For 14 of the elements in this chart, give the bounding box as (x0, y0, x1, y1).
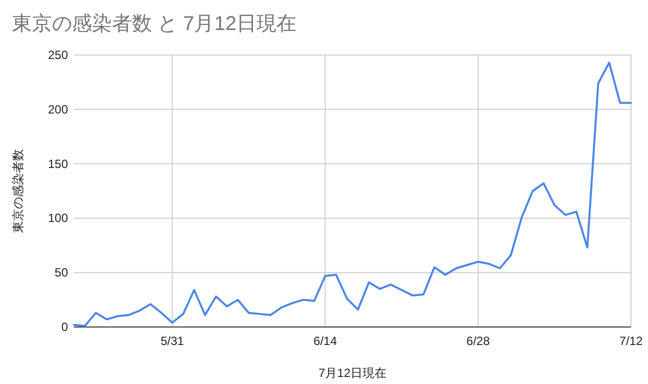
y-tick-label: 100 (48, 211, 68, 226)
y-axis-title: 東京の感染者数 (11, 149, 25, 233)
chart-title: 東京の感染者数 と 7月12日現在 (12, 13, 296, 35)
x-tick-label: 5/31 (160, 334, 184, 348)
x-tick-label: 6/28 (466, 334, 490, 348)
x-tick-label: 7/12 (619, 334, 643, 348)
y-tick-label: 200 (48, 102, 68, 116)
y-tick-label: 0 (61, 320, 68, 334)
y-tick-label: 250 (48, 48, 68, 62)
x-axis-title: 7月12日現在 (318, 366, 387, 380)
y-tick-label: 50 (54, 266, 68, 280)
x-tick-label: 6/14 (314, 334, 338, 348)
line-series (73, 62, 632, 327)
y-tick-label: 150 (48, 156, 68, 171)
